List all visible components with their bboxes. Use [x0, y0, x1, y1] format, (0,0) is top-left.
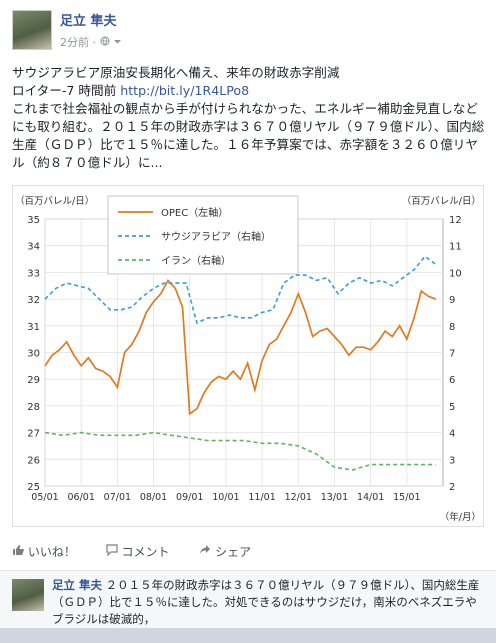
y-left-tick-label: 29 [27, 375, 40, 386]
post-body: これまで社会福祉の観点から手が付けられなかった、エネルギー補助金見直しなどにも取… [12, 101, 485, 170]
x-tick-label: 14/01 [357, 492, 384, 503]
y-right-tick-label: 10 [449, 268, 462, 279]
x-tick-label: 12/01 [285, 492, 312, 503]
y-right-tick-label: 12 [449, 215, 462, 226]
y-left-axis-label: （百万バレル/日） [15, 195, 94, 207]
like-label: いいね！ [27, 545, 76, 559]
post-timestamp[interactable]: 2分前 [60, 36, 89, 49]
globe-icon[interactable] [100, 36, 114, 49]
share-icon [199, 545, 215, 559]
oil-production-chart: 25262728293031323334352345678910111205/0… [15, 195, 481, 523]
x-axis-unit-label: （年/月） [440, 511, 481, 523]
chart-card[interactable]: 25 26 27 28 29 30 31 32 33 34 35 2 3 4 5 6 7 8 9 10 11 12 05/0… [12, 185, 484, 527]
x-tick-label: 08/01 [140, 492, 167, 503]
series-line-2 [44, 431, 436, 471]
x-tick-label: 09/01 [176, 492, 203, 503]
x-tick-label: 06/01 [67, 492, 94, 503]
post-headline: サウジアラビア原油安長期化へ備え、来年の財政赤字削減 [12, 65, 340, 80]
post-source-line: ロイター-7 時間前 http://bit.ly/1R4LPo8 [12, 82, 488, 100]
y-right-tick-label: 3 [449, 455, 455, 466]
comment-button[interactable]: コメント [106, 543, 170, 560]
y-left-tick-label: 28 [27, 402, 40, 413]
series-line-0 [44, 278, 437, 416]
y-right-axis-label: （百万バレル/日） [402, 195, 481, 207]
x-tick-label: 10/01 [212, 492, 239, 503]
y-right-tick-label: 11 [449, 242, 462, 253]
y-left-tick-label: 33 [27, 268, 40, 279]
y-left-tick-label: 35 [27, 215, 40, 226]
comment-divider [0, 570, 496, 571]
y-right-tick-label: 2 [449, 482, 455, 493]
y-left-tick-label: 26 [27, 455, 40, 466]
y-right-tick-label: 7 [449, 349, 455, 360]
comment-text: ２０１５年の財政赤字は３６７０億リヤル（９７９億ドル）、国内総生産（ＧＤＰ）比で… [52, 578, 480, 626]
share-button[interactable]: シェア [199, 543, 251, 560]
y-right-tick-label: 5 [449, 402, 455, 413]
commenter-avatar[interactable] [12, 579, 44, 611]
y-right-tick-label: 8 [449, 322, 455, 333]
legend-label: サウジアラビア（右軸） [161, 230, 271, 243]
comment-item: 足立 隼夫 ２０１５年の財政赤字は３６７０億リヤル（９７９億ドル）、国内総生産（… [52, 577, 488, 628]
y-left-tick-label: 32 [27, 295, 40, 306]
x-tick-label: 15/01 [393, 492, 420, 503]
x-tick-label: 05/01 [31, 492, 58, 503]
share-label: シェア [215, 545, 252, 559]
post-source: ロイター-7 時間前 [12, 83, 117, 98]
comment-label: コメント [121, 545, 170, 559]
y-right-tick-label: 4 [449, 429, 455, 440]
y-right-tick-label: 6 [449, 375, 455, 386]
y-left-tick-label: 27 [27, 429, 40, 440]
post-author-name[interactable]: 足立 隼夫 [60, 14, 117, 29]
y-right-tick-label: 9 [449, 295, 455, 306]
comment-icon [106, 544, 122, 559]
post-actions: いいね！ コメント シェア [12, 543, 277, 560]
meta-separator: · [92, 36, 97, 49]
post-link[interactable]: http://bit.ly/1R4LPo8 [120, 83, 250, 98]
commenter-name[interactable]: 足立 隼夫 [52, 578, 103, 592]
legend-label: イラン（右軸） [161, 254, 231, 267]
thumbs-up-icon [12, 545, 28, 559]
y-left-tick-label: 31 [27, 322, 40, 333]
legend-box [107, 195, 299, 275]
chevron-down-icon[interactable] [113, 36, 122, 49]
x-tick-label: 11/01 [248, 492, 275, 503]
x-tick-label: 13/01 [321, 492, 348, 503]
like-button[interactable]: いいね！ [12, 543, 76, 560]
y-left-tick-label: 30 [27, 349, 40, 360]
y-left-tick-label: 34 [27, 242, 40, 253]
legend-label: OPEC（左軸） [161, 206, 228, 219]
x-tick-label: 07/01 [104, 492, 131, 503]
series-line-1 [44, 255, 437, 325]
y-left-tick-label: 25 [27, 482, 40, 493]
post-meta: 2分前 · [60, 34, 122, 50]
author-avatar[interactable] [12, 10, 52, 50]
os-taskbar [0, 628, 496, 643]
post-text: サウジアラビア原油安長期化へ備え、来年の財政赤字削減 ロイター-7 時間前 ht… [12, 64, 488, 172]
